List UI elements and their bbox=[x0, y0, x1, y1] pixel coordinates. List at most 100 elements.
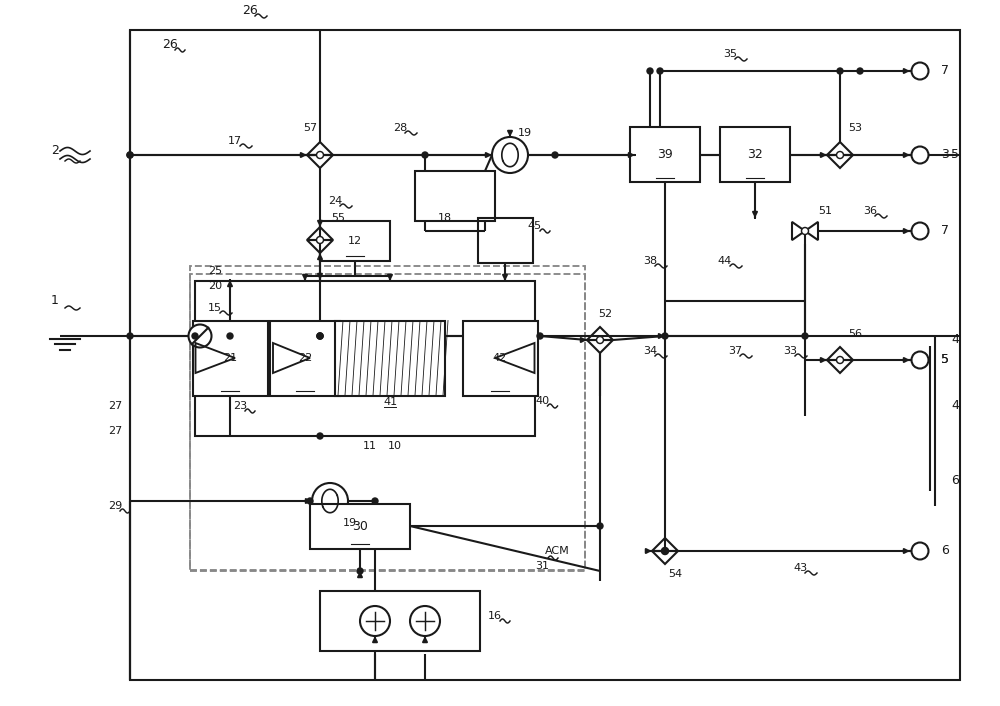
Circle shape bbox=[912, 63, 928, 80]
Circle shape bbox=[802, 333, 808, 339]
Circle shape bbox=[316, 237, 324, 244]
Circle shape bbox=[552, 152, 558, 158]
Circle shape bbox=[316, 152, 324, 159]
Circle shape bbox=[912, 352, 928, 369]
Circle shape bbox=[360, 606, 390, 636]
Text: 4: 4 bbox=[951, 333, 959, 347]
Text: 5: 5 bbox=[941, 354, 949, 366]
Text: 19: 19 bbox=[518, 128, 532, 138]
Text: 1: 1 bbox=[51, 294, 59, 308]
Bar bbox=[415, 171, 495, 221]
Circle shape bbox=[410, 606, 440, 636]
Circle shape bbox=[662, 333, 668, 339]
Text: 30: 30 bbox=[352, 520, 368, 532]
Circle shape bbox=[912, 542, 928, 559]
Circle shape bbox=[662, 548, 668, 554]
Text: 43: 43 bbox=[793, 563, 807, 573]
Text: 12: 12 bbox=[348, 236, 362, 246]
Text: 7: 7 bbox=[941, 225, 949, 237]
Bar bbox=[192, 321, 268, 395]
Text: 4: 4 bbox=[951, 400, 959, 412]
Bar bbox=[130, 30, 960, 680]
Text: 5: 5 bbox=[951, 148, 959, 162]
Circle shape bbox=[802, 227, 808, 234]
Text: 29: 29 bbox=[108, 501, 122, 511]
Bar bbox=[195, 281, 535, 436]
Bar bbox=[190, 266, 585, 571]
Bar bbox=[478, 218, 532, 263]
Text: 53: 53 bbox=[848, 123, 862, 133]
Circle shape bbox=[317, 333, 323, 339]
Circle shape bbox=[596, 337, 604, 344]
Circle shape bbox=[127, 333, 133, 339]
Text: 27: 27 bbox=[108, 401, 122, 411]
Circle shape bbox=[192, 333, 198, 339]
Circle shape bbox=[317, 433, 323, 439]
Text: 45: 45 bbox=[528, 221, 542, 231]
Text: 54: 54 bbox=[668, 569, 682, 579]
Text: 6: 6 bbox=[941, 544, 949, 558]
Circle shape bbox=[912, 147, 928, 164]
Text: 40: 40 bbox=[535, 396, 550, 406]
Text: 26: 26 bbox=[162, 39, 178, 52]
Text: 18: 18 bbox=[438, 213, 452, 223]
Text: 41: 41 bbox=[383, 397, 397, 407]
Circle shape bbox=[357, 568, 363, 574]
Text: 33: 33 bbox=[783, 346, 797, 356]
Circle shape bbox=[372, 498, 378, 504]
Circle shape bbox=[127, 152, 133, 158]
Bar bbox=[190, 274, 585, 570]
Text: 2: 2 bbox=[51, 145, 59, 157]
Text: 35: 35 bbox=[723, 49, 737, 59]
Circle shape bbox=[647, 68, 653, 74]
Text: 37: 37 bbox=[728, 346, 742, 356]
Bar bbox=[320, 221, 390, 261]
Bar bbox=[270, 321, 340, 395]
Text: 17: 17 bbox=[228, 136, 242, 146]
Text: 3: 3 bbox=[941, 148, 949, 162]
Bar bbox=[462, 321, 538, 395]
Text: 36: 36 bbox=[863, 206, 877, 216]
Circle shape bbox=[312, 483, 348, 519]
Circle shape bbox=[127, 152, 133, 158]
Bar bbox=[720, 128, 790, 182]
Circle shape bbox=[492, 137, 528, 173]
Bar bbox=[310, 503, 410, 549]
Text: 10: 10 bbox=[388, 441, 402, 451]
Bar bbox=[630, 128, 700, 182]
Text: 34: 34 bbox=[643, 346, 657, 356]
Text: 22: 22 bbox=[298, 353, 312, 363]
Text: 20: 20 bbox=[208, 281, 222, 291]
Circle shape bbox=[657, 68, 663, 74]
Text: 39: 39 bbox=[657, 148, 673, 162]
Text: 15: 15 bbox=[208, 303, 222, 313]
Text: 38: 38 bbox=[643, 256, 657, 266]
Text: 27: 27 bbox=[108, 426, 122, 436]
Text: 26: 26 bbox=[242, 4, 258, 18]
Text: 5: 5 bbox=[941, 354, 949, 366]
Circle shape bbox=[662, 547, 668, 554]
Circle shape bbox=[836, 357, 844, 364]
Circle shape bbox=[597, 523, 603, 529]
Circle shape bbox=[857, 68, 863, 74]
Text: 31: 31 bbox=[535, 561, 549, 571]
Text: 6: 6 bbox=[951, 474, 959, 488]
Circle shape bbox=[307, 498, 313, 504]
Text: 51: 51 bbox=[818, 206, 832, 216]
Text: 25: 25 bbox=[208, 266, 222, 276]
Text: 16: 16 bbox=[488, 611, 502, 621]
Circle shape bbox=[422, 152, 428, 158]
Text: ACM: ACM bbox=[545, 546, 570, 556]
Circle shape bbox=[188, 325, 212, 347]
Text: 11: 11 bbox=[363, 441, 377, 451]
Text: 57: 57 bbox=[303, 123, 317, 133]
Text: 56: 56 bbox=[848, 329, 862, 339]
Circle shape bbox=[837, 68, 843, 74]
Text: 19: 19 bbox=[343, 518, 357, 528]
Text: 55: 55 bbox=[331, 213, 345, 223]
Text: 23: 23 bbox=[233, 401, 247, 411]
Text: 44: 44 bbox=[718, 256, 732, 266]
Circle shape bbox=[836, 152, 844, 159]
Circle shape bbox=[317, 333, 323, 339]
Text: 52: 52 bbox=[598, 309, 612, 319]
